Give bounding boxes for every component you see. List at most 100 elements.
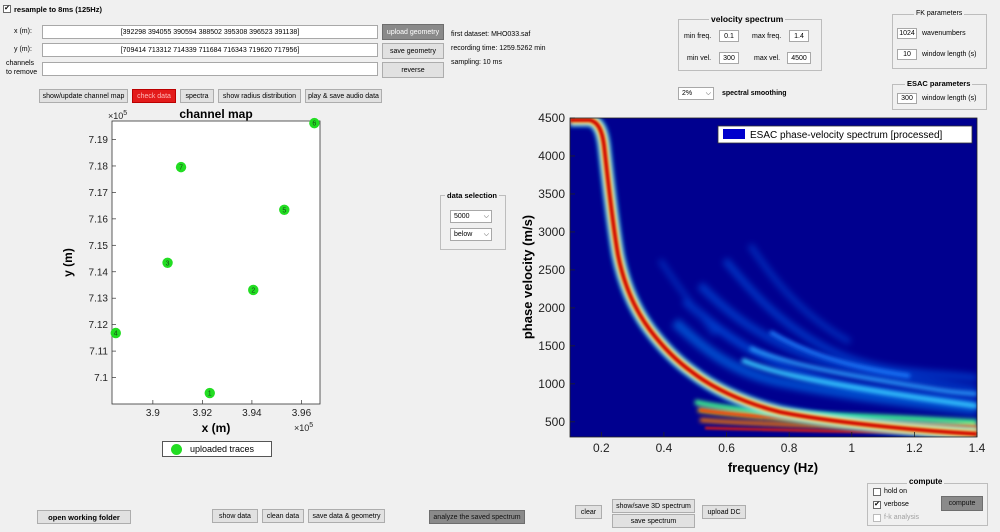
channel-marker-label: 7 [179, 165, 183, 172]
channel-map-y-tick-label: 7.17 [89, 188, 109, 199]
fk-analysis-label: f-k analysis [884, 514, 920, 521]
recording-time-text: recording time: 1259.5262 min [451, 45, 546, 52]
max-freq-label: max freq. [752, 33, 782, 40]
spectrum-y-tick-label: 1500 [538, 339, 565, 353]
max-vel-input[interactable]: 4500 [787, 52, 811, 64]
spectrum-y-tick-label: 4000 [538, 149, 565, 163]
check-data-button[interactable]: check data [132, 89, 176, 103]
compute-button[interactable]: compute [941, 496, 983, 511]
clear-button[interactable]: clear [575, 505, 602, 519]
channel-map-x-tick-label: 3.9 [146, 408, 160, 419]
channel-map-xlabel: x (m) [202, 421, 231, 435]
fk-window-length-input[interactable]: 10 [897, 49, 917, 60]
y-coordinates-input[interactable]: [709414 713312 714339 711684 716343 7196… [42, 43, 378, 57]
show-data-button[interactable]: show data [212, 509, 258, 523]
channel-marker-label: 5 [282, 207, 286, 214]
min-freq-label: min freq. [684, 33, 712, 40]
channel-marker-label: 2 [251, 288, 255, 295]
channel-map-y-tick-label: 7.11 [89, 347, 108, 358]
channel-map-y-tick-label: 7.12 [89, 320, 109, 331]
spectrum-legend: ESAC phase-velocity spectrum [processed] [717, 125, 973, 144]
legend-label: uploaded traces [190, 444, 255, 454]
wavenumbers-input[interactable]: 1024 [897, 28, 917, 39]
spectrum-y-tick-label: 500 [545, 415, 565, 429]
spectra-button[interactable]: spectra [180, 89, 214, 103]
verbose-label: verbose [884, 501, 909, 508]
channel-map-y-tick-label: 7.1 [94, 373, 108, 384]
esac-parameters-title: ESAC parameters [905, 79, 973, 88]
save-spectrum-button[interactable]: save spectrum [612, 514, 695, 528]
hold-on-label: hold on [884, 488, 907, 495]
channels-to-remove-input[interactable] [42, 62, 378, 76]
fk-parameters-title: FK parameters [914, 10, 965, 17]
play-save-audio-button[interactable]: play & save audio data [305, 89, 382, 103]
esac-window-length-label: window length (s) [922, 95, 977, 102]
chevron-down-icon: ⌵ [483, 230, 489, 238]
spectrum-x-tick-label: 0.6 [718, 441, 735, 455]
save-geometry-button[interactable]: save geometry [382, 43, 444, 59]
spectrum-x-tick-label: 1 [848, 441, 855, 455]
open-working-folder-button[interactable]: open working folder [37, 510, 131, 524]
spectrum-x-tick-label: 1.4 [969, 441, 986, 455]
channel-marker [309, 117, 320, 129]
x-label: x (m): [14, 28, 32, 35]
smoothing-select[interactable]: 2% ⌵ [678, 87, 714, 100]
sampling-text: sampling: 10 ms [451, 59, 502, 66]
esac-spectrum-chart: 0.2 0.4 0.6 0.8 1 1.2 1.4 500 1000 1500 2000 2500 30… [520, 111, 986, 475]
channel-marker-label: 6 [312, 121, 316, 128]
channel-marker [175, 161, 187, 173]
fk-parameters-panel [892, 14, 987, 69]
reverse-button[interactable]: reverse [382, 62, 444, 78]
data-selection-title: data selection [445, 191, 500, 200]
save-data-geometry-button[interactable]: save data & geometry [308, 509, 385, 523]
channel-map-title: channel map [179, 107, 252, 121]
show-save-3d-spectrum-button[interactable]: show/save 3D spectrum [612, 499, 695, 513]
upload-dc-button[interactable]: upload DC [702, 505, 746, 519]
show-radius-distribution-button[interactable]: show radius distribution [218, 89, 301, 103]
chevron-down-icon: ⌵ [483, 212, 489, 220]
upload-geometry-button[interactable]: upload geometry [382, 24, 444, 40]
velocity-spectrum-title: velocity spectrum [709, 14, 786, 24]
channel-map-chart: 3.9 3.92 3.94 3.96 7.1 7.11 7.12 7.13 7.14 7.15 7.… [61, 107, 321, 435]
max-freq-input[interactable]: 1.4 [789, 30, 809, 42]
esac-window-length-input[interactable]: 300 [897, 93, 917, 104]
spectrum-y-tick-label: 2500 [538, 263, 565, 277]
min-freq-input[interactable]: 0.1 [719, 30, 739, 42]
x-coordinates-input[interactable]: [392298 394055 390594 388502 395308 3965… [42, 25, 378, 39]
fk-window-length-label: window length (s) [922, 51, 977, 58]
channel-marker [162, 257, 173, 268]
spectrum-x-tick-label: 0.2 [593, 441, 610, 455]
compute-title: compute [907, 477, 945, 486]
min-vel-input[interactable]: 300 [719, 52, 739, 64]
channel-map-x-tick-label: 3.94 [242, 408, 262, 419]
data-selection-mode-select[interactable]: below ⌵ [450, 228, 492, 241]
channel-marker [279, 204, 290, 215]
legend-marker-icon [171, 443, 182, 455]
spectrum-y-tick-label: 1000 [538, 377, 565, 391]
hold-on-checkbox[interactable] [873, 488, 881, 496]
to-remove-label: to remove [6, 69, 38, 76]
spectrum-xlabel: frequency (Hz) [728, 460, 818, 475]
data-selection-value-select[interactable]: 5000 ⌵ [450, 210, 492, 223]
chevron-down-icon: ⌵ [705, 89, 711, 97]
spectrum-y-tick-label: 3500 [538, 187, 565, 201]
first-dataset-text: first dataset: MHO033.saf [451, 31, 531, 38]
channel-map-ylabel: y (m) [61, 248, 75, 277]
channel-map-y-tick-label: 7.15 [89, 241, 109, 252]
channel-map-x-tick-label: 3.92 [193, 408, 213, 419]
channel-map-x-tick-label: 3.96 [292, 408, 312, 419]
spectrum-image [570, 118, 977, 437]
channel-map-y-tick-label: 7.14 [89, 267, 109, 278]
spectrum-y-tick-label: 3000 [538, 225, 565, 239]
min-vel-label: min vel. [687, 55, 712, 62]
spectrum-x-tick-label: 0.8 [781, 441, 798, 455]
channel-map-y-tick-label: 7.13 [89, 294, 109, 305]
verbose-checkbox[interactable]: ✔ [873, 501, 881, 509]
resample-checkbox[interactable]: ✔ [3, 5, 11, 13]
show-channel-map-button[interactable]: show/update channel map [39, 89, 128, 103]
analyze-saved-spectrum-button[interactable]: analyze the saved spectrum [429, 510, 525, 524]
channel-map-y-tick-label: 7.18 [89, 161, 109, 172]
clean-data-button[interactable]: clean data [262, 509, 304, 523]
fk-analysis-checkbox[interactable] [873, 514, 881, 522]
channels-label: channels [6, 60, 35, 67]
